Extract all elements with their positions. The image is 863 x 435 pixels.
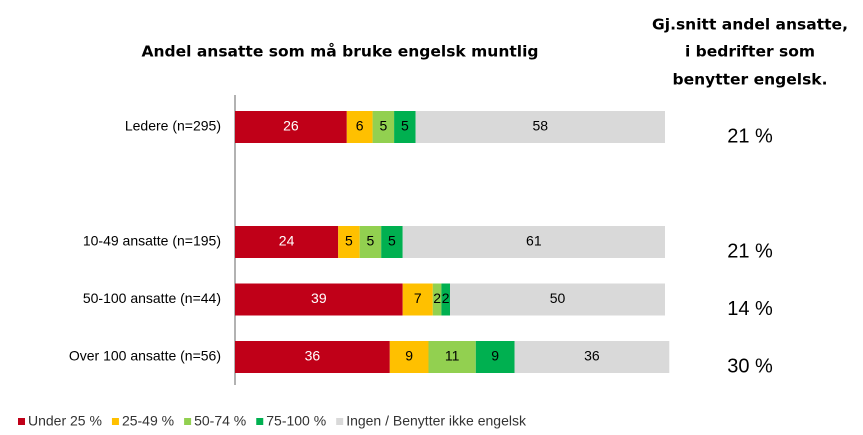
bar-segment	[372, 111, 395, 143]
legend-label: 50-74 %	[194, 413, 246, 429]
data-label: 50	[550, 290, 566, 306]
bar-segment	[415, 111, 665, 143]
side-title: benytter engelsk.	[672, 71, 827, 89]
legend-label: Ingen / Benytter ikke engelsk	[346, 413, 527, 429]
bar-segment	[338, 226, 360, 258]
data-label: 39	[311, 290, 327, 306]
average-label: 30 %	[727, 355, 773, 377]
bar-segment	[428, 341, 476, 373]
bar-segment	[475, 341, 515, 373]
data-label: 11	[445, 348, 460, 364]
bar-segment	[359, 226, 382, 258]
data-label: 5	[345, 233, 353, 249]
legend-label: 25-49 %	[122, 413, 174, 429]
bar-segment	[346, 111, 373, 143]
category-label: Over 100 ansatte (n=56)	[69, 348, 221, 364]
data-label: 36	[584, 348, 600, 364]
side-title: Gj.snitt andel ansatte,	[652, 16, 848, 34]
bar-segment	[235, 341, 390, 373]
average-label: 21 %	[727, 125, 773, 147]
data-label: 2	[433, 290, 441, 306]
data-label: 58	[533, 118, 549, 134]
category-label: 50-100 ansatte (n=44)	[83, 290, 221, 306]
bar-segment	[235, 226, 339, 258]
data-label: 7	[414, 290, 422, 306]
data-label: 9	[491, 348, 499, 364]
bar-segment	[441, 283, 450, 316]
legend-swatch	[18, 418, 25, 425]
bar-segment	[381, 226, 403, 258]
bar-segment	[235, 283, 403, 316]
bar-segment	[514, 341, 670, 373]
legend-label: 75-100 %	[266, 413, 326, 429]
data-label: 5	[388, 233, 396, 249]
bar-segment	[432, 283, 442, 316]
data-label: 2	[442, 290, 450, 306]
bar-segment	[402, 226, 665, 258]
data-label: 26	[283, 118, 299, 134]
data-label: 5	[367, 233, 375, 249]
data-label: 9	[405, 348, 413, 364]
bar-segment	[394, 111, 416, 143]
legend-swatch	[184, 418, 192, 425]
category-label: Ledere (n=295)	[125, 118, 221, 134]
legend-label: Under 25 %	[28, 413, 102, 429]
data-label: 5	[401, 118, 409, 134]
legend-swatch	[336, 418, 344, 425]
side-title: i bedrifter som	[685, 43, 815, 61]
category-label: 10-49 ansatte (n=195)	[83, 233, 221, 249]
chart-title: Andel ansatte som må bruke engelsk muntl…	[141, 42, 538, 61]
bar-segment	[450, 283, 665, 316]
average-label: 21 %	[727, 240, 773, 262]
bar-segment	[389, 341, 429, 373]
data-label: 5	[379, 118, 387, 134]
data-label: 6	[356, 118, 364, 134]
bar-segment	[235, 111, 347, 143]
data-label: 24	[279, 233, 295, 249]
legend-swatch	[111, 418, 119, 425]
data-label: 36	[305, 348, 321, 364]
bar-segment	[402, 283, 433, 316]
data-label: 61	[526, 233, 542, 249]
average-label: 14 %	[727, 298, 773, 320]
legend-swatch	[256, 418, 264, 425]
